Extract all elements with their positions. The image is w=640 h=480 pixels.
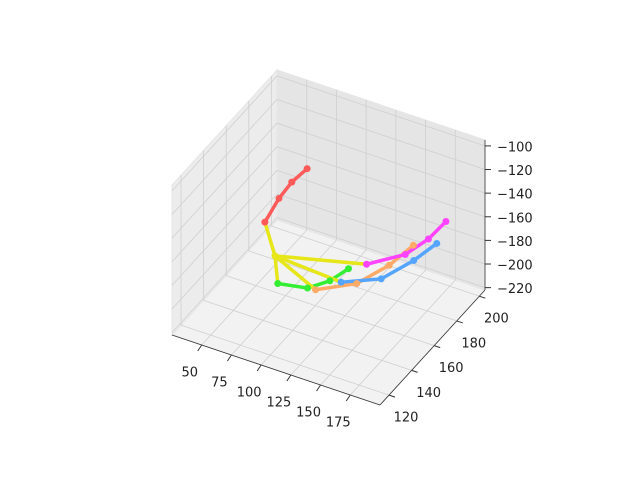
joint-point bbox=[271, 252, 279, 260]
grid-line bbox=[276, 170, 486, 241]
z-tick-label: −140 bbox=[497, 188, 533, 203]
grid-line bbox=[276, 75, 486, 147]
z-tick-label: −200 bbox=[497, 259, 533, 274]
joint-point bbox=[326, 277, 334, 285]
grid-line bbox=[171, 146, 278, 263]
y-tick-mark bbox=[411, 369, 418, 373]
grid-line bbox=[171, 217, 278, 333]
grid-line bbox=[171, 122, 278, 239]
y-tick-label: 160 bbox=[439, 361, 464, 376]
grid-line bbox=[276, 217, 486, 289]
y-tick-mark bbox=[479, 295, 486, 299]
grid-line bbox=[349, 279, 456, 396]
joint-point bbox=[288, 178, 296, 186]
y-tick-mark bbox=[388, 394, 396, 398]
z-tick-label: −220 bbox=[497, 282, 533, 297]
joint-point bbox=[274, 279, 282, 287]
joint-point bbox=[401, 250, 409, 258]
finger-segment bbox=[426, 219, 448, 241]
x-tick-mark bbox=[227, 354, 232, 362]
joint-point bbox=[275, 194, 283, 202]
z-tick-label: −120 bbox=[497, 164, 533, 179]
finger-segment bbox=[364, 252, 407, 267]
joint-point bbox=[261, 218, 269, 226]
x-tick-label: 50 bbox=[181, 366, 198, 381]
joint-point bbox=[424, 235, 432, 243]
finger-segment bbox=[411, 241, 439, 263]
y-tick-label: 180 bbox=[461, 336, 486, 351]
finger-segment bbox=[379, 258, 416, 281]
grid-line bbox=[226, 275, 435, 347]
joint-point bbox=[409, 241, 417, 249]
x-tick-label: 100 bbox=[237, 386, 262, 401]
finger-segment bbox=[313, 281, 359, 292]
z-tick-label: −100 bbox=[497, 140, 533, 155]
grid-line bbox=[171, 99, 278, 215]
joint-point bbox=[304, 284, 312, 292]
grid-line bbox=[180, 324, 390, 396]
palm-line bbox=[273, 254, 318, 292]
joint-point bbox=[344, 265, 352, 273]
palm-line bbox=[263, 220, 277, 258]
x-tick-label: 75 bbox=[211, 376, 228, 391]
y-tick-mark bbox=[434, 345, 441, 349]
joint-point bbox=[353, 280, 361, 288]
joint-point bbox=[377, 275, 385, 283]
palm-line bbox=[273, 254, 280, 286]
joint-point bbox=[303, 165, 311, 173]
grid-line bbox=[171, 170, 278, 286]
grid-line bbox=[171, 193, 278, 310]
joint-point bbox=[337, 278, 345, 286]
grid-line bbox=[276, 193, 486, 265]
axis-line bbox=[171, 334, 381, 406]
y-tick-label: 140 bbox=[416, 386, 441, 401]
grid-line bbox=[276, 122, 486, 194]
z-tick-label: −180 bbox=[497, 235, 533, 250]
grid-line bbox=[201, 229, 308, 346]
palm-line bbox=[273, 254, 369, 267]
joint-point bbox=[410, 257, 418, 265]
joint-point bbox=[363, 260, 371, 268]
axis-line bbox=[379, 289, 486, 406]
grid-line bbox=[276, 146, 486, 218]
x-tick-label: 125 bbox=[266, 396, 291, 411]
x-tick-label: 175 bbox=[326, 416, 351, 431]
grid-line bbox=[203, 299, 412, 371]
grid-line bbox=[171, 75, 278, 192]
finger-segment bbox=[276, 281, 310, 290]
joint-point bbox=[433, 239, 441, 247]
finger-segment bbox=[339, 277, 383, 284]
y-tick-label: 120 bbox=[394, 411, 419, 426]
joint-point bbox=[442, 217, 450, 225]
x-tick-label: 150 bbox=[296, 406, 321, 421]
x-tick-mark bbox=[256, 364, 262, 372]
y-tick-mark bbox=[456, 320, 463, 324]
x-tick-mark bbox=[345, 394, 351, 402]
finger-segment bbox=[263, 196, 281, 224]
x-tick-mark bbox=[286, 374, 292, 382]
z-tick-label: −160 bbox=[497, 211, 533, 226]
finger-segment bbox=[403, 237, 431, 257]
grid-line bbox=[320, 269, 426, 386]
joint-point bbox=[312, 286, 320, 294]
x-tick-mark bbox=[197, 344, 203, 352]
x-tick-mark bbox=[316, 384, 321, 392]
joint-point bbox=[385, 261, 393, 269]
grid-line bbox=[276, 99, 486, 170]
y-tick-label: 200 bbox=[484, 312, 509, 327]
